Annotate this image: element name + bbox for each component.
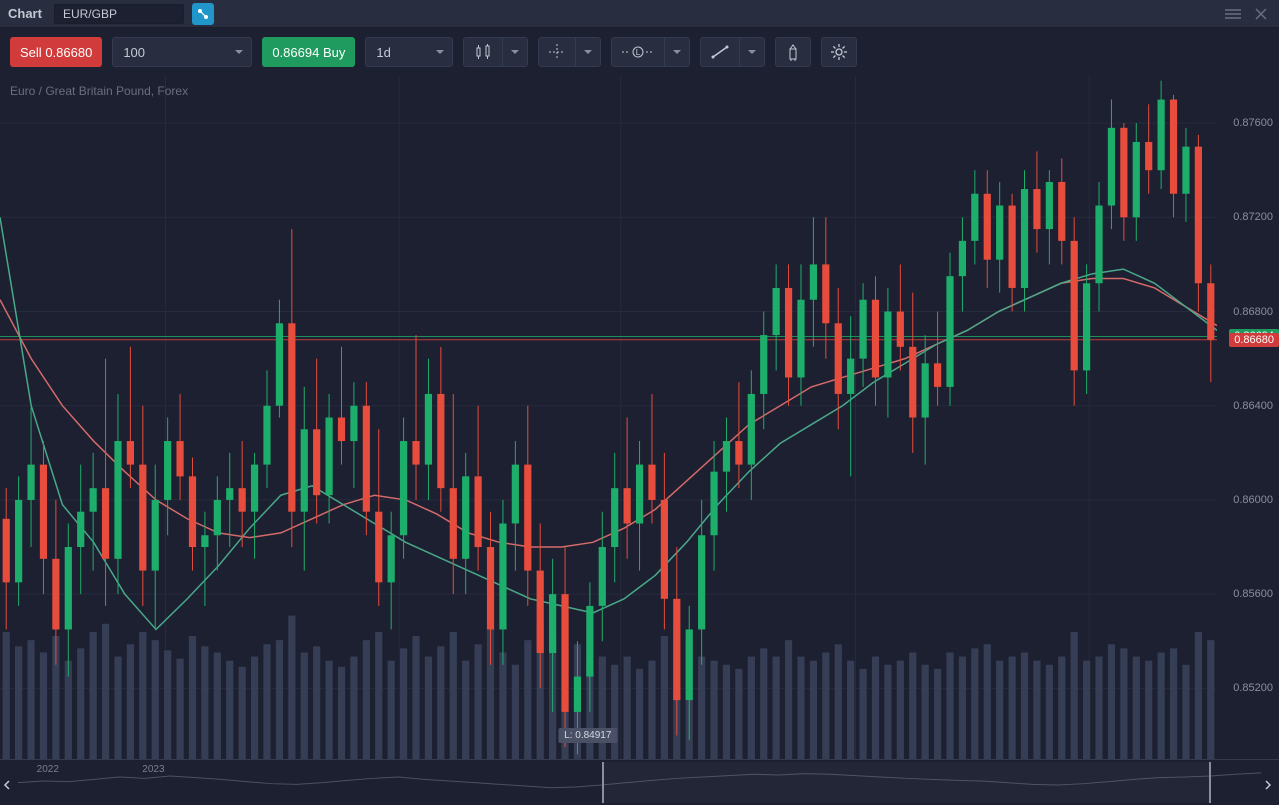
y-axis: 0.87600 0.87200 0.86800 0.86400 0.86000 0.856…: [1217, 76, 1279, 759]
crosshair-button[interactable]: [539, 38, 576, 66]
buy-price: 0.86694: [272, 45, 319, 60]
settings-button[interactable]: [821, 37, 857, 67]
symbol-picker-button[interactable]: [192, 3, 214, 25]
overview-window[interactable]: [602, 762, 1211, 803]
low-price-badge: L: 0.84917: [558, 728, 617, 743]
y-tick-label: 0.86000: [1233, 494, 1273, 506]
toolbar: Sell 0.86680 100 0.86694 Buy 1d L: [0, 28, 1279, 76]
drawing-tool-dropdown[interactable]: [740, 38, 764, 66]
menu-icon[interactable]: [1223, 4, 1243, 24]
timezone-dropdown[interactable]: [665, 38, 689, 66]
overview-strip[interactable]: 2022 2023: [0, 759, 1279, 805]
overview-scroll-right[interactable]: [1264, 777, 1276, 789]
candlestick-type-dropdown[interactable]: [503, 38, 527, 66]
indicators-button[interactable]: [775, 37, 811, 67]
sell-label: Sell: [20, 45, 42, 60]
sell-price: 0.86680: [45, 45, 92, 60]
overview-scroll-left[interactable]: [3, 777, 15, 789]
pair-label: Euro / Great Britain Pound, Forex: [10, 84, 188, 98]
symbol-input[interactable]: [54, 4, 184, 24]
chevron-down-icon: [584, 50, 592, 54]
y-tick-label: 0.87600: [1233, 117, 1273, 129]
crosshair-dropdown[interactable]: [576, 38, 600, 66]
y-tick-label: 0.85200: [1233, 682, 1273, 694]
y-tick-label: 0.86400: [1233, 400, 1273, 412]
timeframe-value: 1d: [376, 45, 390, 60]
overview-year-label: 2022: [37, 764, 59, 775]
header-bar: Chart: [0, 0, 1279, 28]
close-icon[interactable]: [1251, 4, 1271, 24]
timeframe-select[interactable]: 1d: [365, 37, 453, 67]
drawing-tool-button[interactable]: [701, 38, 740, 66]
sell-button[interactable]: Sell 0.86680: [10, 37, 102, 67]
sell-price-tag: 0.86680: [1229, 333, 1279, 347]
buy-button[interactable]: 0.86694 Buy: [262, 37, 355, 67]
chart-canvas: [0, 76, 1217, 759]
overview-year-label: 2023: [142, 764, 164, 775]
svg-text:L: L: [636, 48, 641, 57]
y-tick-label: 0.87200: [1233, 211, 1273, 223]
quantity-select[interactable]: 100: [112, 37, 252, 67]
y-tick-label: 0.86800: [1233, 306, 1273, 318]
chevron-down-icon: [235, 50, 243, 54]
y-tick-label: 0.85600: [1233, 588, 1273, 600]
candlestick-type-button[interactable]: [464, 38, 503, 66]
chevron-down-icon: [673, 50, 681, 54]
chevron-down-icon: [511, 50, 519, 54]
buy-label: Buy: [323, 45, 345, 60]
app-title: Chart: [8, 6, 42, 21]
chevron-down-icon: [436, 50, 444, 54]
qty-value: 100: [123, 45, 145, 60]
timezone-button[interactable]: L: [612, 38, 665, 66]
chevron-down-icon: [748, 50, 756, 54]
chart-area[interactable]: Euro / Great Britain Pound, Forex 0.8760…: [0, 76, 1279, 759]
